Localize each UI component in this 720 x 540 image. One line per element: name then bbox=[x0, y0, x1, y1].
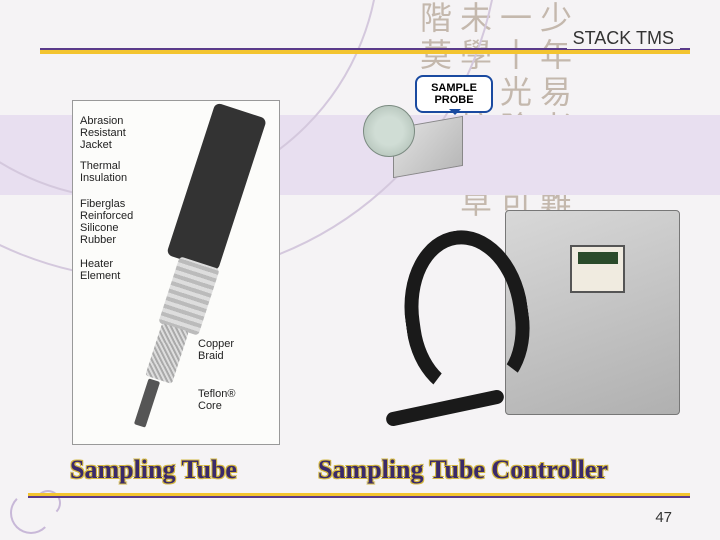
probe-jacket-shape bbox=[166, 102, 267, 271]
probe-copper-shape bbox=[145, 323, 189, 384]
diagram-label-rubber: Fiberglas Reinforced Silicone Rubber bbox=[80, 198, 155, 246]
page-number: 47 bbox=[655, 509, 672, 526]
diagram-label-teflon: Teflon® Core bbox=[198, 388, 258, 412]
controller-cable-shape bbox=[385, 220, 525, 420]
probe-flange-shape bbox=[363, 105, 415, 157]
controller-lcd-shape bbox=[578, 252, 618, 264]
probe-core-shape bbox=[134, 378, 160, 427]
title-sampling-tube: Sampling Tube bbox=[70, 455, 237, 485]
corner-flourish-icon bbox=[10, 484, 70, 534]
controller-photo bbox=[380, 200, 680, 445]
controller-enclosure-shape bbox=[505, 210, 680, 415]
diagram-label-jacket: Abrasion Resistant Jacket bbox=[80, 115, 150, 151]
diagram-label-insulation: Thermal Insulation bbox=[80, 160, 150, 184]
diagram-label-heater: Heater Element bbox=[80, 258, 150, 282]
header-title: STACK TMS bbox=[567, 28, 680, 49]
footer-divider bbox=[28, 493, 690, 498]
sample-probe-callout-text: SAMPLE PROBE bbox=[417, 82, 491, 106]
sample-probe-callout: SAMPLE PROBE bbox=[415, 75, 493, 113]
title-sampling-tube-controller: Sampling Tube Controller bbox=[318, 455, 608, 485]
diagram-label-copper: Copper Braid bbox=[198, 338, 258, 362]
